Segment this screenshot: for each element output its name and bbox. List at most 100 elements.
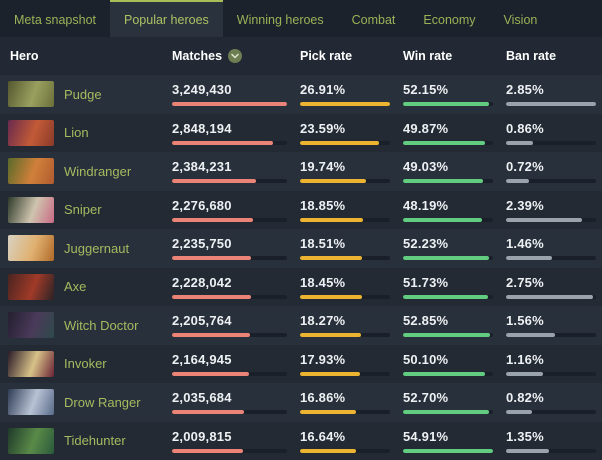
ban-rate-cell: 1.46%	[506, 236, 602, 261]
tab-meta-snapshot[interactable]: Meta snapshot	[0, 0, 110, 37]
pick-rate-value: 23.59%	[300, 120, 346, 136]
win-rate-bar-fill	[403, 256, 489, 261]
pick-rate-value: 18.85%	[300, 197, 346, 213]
pick-rate-cell: 17.93%	[300, 352, 403, 376]
ban-rate-bar-fill	[506, 294, 593, 299]
hero-name-link[interactable]: Axe	[64, 279, 87, 295]
matches-bar-track	[172, 102, 287, 107]
hero-portrait	[8, 389, 54, 416]
win-rate-value: 51.73%	[403, 274, 449, 290]
top-tab-bar: Meta snapshot Popular heroes Winning her…	[0, 0, 602, 37]
table-row[interactable]: Lion 2,848,194 23.59% 49.87% 0.86%	[0, 113, 602, 152]
win-rate-value: 54.91%	[403, 428, 449, 444]
hero-cell: Tidehunter	[8, 427, 172, 454]
pick-rate-value: 19.74%	[300, 159, 346, 175]
pick-rate-cell: 18.27%	[300, 313, 403, 338]
hero-portrait	[8, 119, 54, 146]
table-row[interactable]: Invoker 2,164,945 17.93% 50.10% 1.16%	[0, 344, 602, 383]
tab-vision[interactable]: Vision	[490, 0, 552, 37]
win-rate-bar-fill	[403, 333, 490, 338]
chevron-down-circle-icon[interactable]	[228, 49, 243, 63]
hero-portrait	[8, 273, 54, 300]
ban-rate-bar-track	[506, 410, 596, 415]
column-header-ban-rate[interactable]: Ban rate	[506, 49, 602, 63]
matches-bar-fill	[172, 371, 249, 376]
matches-value: 2,035,684	[172, 390, 232, 406]
hero-name-link[interactable]: Invoker	[64, 356, 107, 372]
hero-cell: Axe	[8, 273, 172, 300]
column-header-label: Win rate	[403, 49, 453, 63]
win-rate-bar-track	[403, 179, 493, 184]
win-rate-bar-fill	[403, 448, 493, 453]
table-row[interactable]: Pudge 3,249,430 26.91% 52.15% 2.85%	[0, 75, 602, 114]
win-rate-bar-track	[403, 333, 493, 338]
table-row[interactable]: Axe 2,228,042 18.45% 51.73% 2.75%	[0, 267, 602, 306]
hero-name-link[interactable]: Lion	[64, 125, 89, 141]
hero-portrait	[8, 235, 54, 262]
win-rate-cell: 50.10%	[403, 352, 506, 376]
chevron-down-icon	[231, 53, 239, 59]
matches-bar-fill	[172, 179, 257, 184]
win-rate-value: 49.87%	[403, 120, 449, 136]
column-header-pick-rate[interactable]: Pick rate	[300, 49, 403, 63]
ban-rate-value: 1.56%	[506, 313, 544, 329]
tab-popular-heroes[interactable]: Popular heroes	[110, 0, 223, 37]
ban-rate-bar-fill	[506, 333, 556, 338]
hero-name-link[interactable]: Juggernaut	[64, 240, 130, 256]
table-row[interactable]: Sniper 2,276,680 18.85% 48.19% 2.39%	[0, 190, 602, 229]
pick-rate-bar-track	[300, 371, 390, 376]
pick-rate-cell: 18.51%	[300, 236, 403, 261]
hero-name-link[interactable]: Drow Ranger	[64, 394, 141, 410]
table-row[interactable]: Juggernaut 2,235,750 18.51% 52.23% 1.46%	[0, 229, 602, 268]
table-row[interactable]: Tidehunter 2,009,815 16.64% 54.91% 1.35%	[0, 421, 602, 460]
table-row[interactable]: Windranger 2,384,231 19.74% 49.03% 0.72%	[0, 152, 602, 191]
tab-combat[interactable]: Combat	[338, 0, 410, 37]
ban-rate-cell: 2.85%	[506, 82, 602, 107]
win-rate-cell: 52.15%	[403, 82, 506, 107]
ban-rate-value: 0.82%	[506, 390, 544, 406]
matches-cell: 2,384,231	[172, 159, 300, 184]
pick-rate-bar-fill	[300, 410, 357, 415]
hero-name-link[interactable]: Tidehunter	[64, 433, 126, 449]
matches-bar-track	[172, 371, 287, 376]
table-row[interactable]: Witch Doctor 2,205,764 18.27% 52.85% 1.5…	[0, 306, 602, 345]
pick-rate-value: 18.45%	[300, 274, 346, 290]
pick-rate-bar-fill	[300, 294, 362, 299]
pick-rate-cell: 26.91%	[300, 82, 403, 107]
ban-rate-value: 1.46%	[506, 236, 544, 252]
win-rate-cell: 52.70%	[403, 390, 506, 415]
ban-rate-cell: 1.56%	[506, 313, 602, 338]
matches-bar-track	[172, 217, 287, 222]
hero-table-body: Pudge 3,249,430 26.91% 52.15% 2.85%	[0, 75, 602, 460]
tab-economy[interactable]: Economy	[409, 0, 489, 37]
pick-rate-cell: 19.74%	[300, 159, 403, 184]
win-rate-value: 50.10%	[403, 351, 449, 367]
ban-rate-cell: 0.82%	[506, 390, 602, 415]
hero-name-link[interactable]: Windranger	[64, 163, 132, 179]
column-header-win-rate[interactable]: Win rate	[403, 49, 506, 63]
hero-cell: Drow Ranger	[8, 389, 172, 416]
win-rate-bar-fill	[403, 371, 486, 376]
win-rate-bar-track	[403, 448, 493, 453]
matches-value: 2,164,945	[172, 351, 232, 367]
column-header-hero[interactable]: Hero	[8, 49, 172, 63]
tab-winning-heroes[interactable]: Winning heroes	[223, 0, 338, 37]
table-row[interactable]: Drow Ranger 2,035,684 16.86% 52.70% 0.82…	[0, 383, 602, 422]
ban-rate-value: 0.72%	[506, 159, 544, 175]
hero-name-link[interactable]: Sniper	[64, 202, 102, 218]
tab-label: Economy	[423, 12, 476, 27]
pick-rate-bar-track	[300, 256, 390, 261]
win-rate-bar-track	[403, 102, 493, 107]
pick-rate-bar-fill	[300, 102, 390, 107]
pick-rate-value: 16.64%	[300, 428, 346, 444]
hero-name-link[interactable]: Pudge	[64, 86, 102, 102]
win-rate-value: 52.23%	[403, 236, 449, 252]
hero-name-link[interactable]: Witch Doctor	[64, 317, 139, 333]
matches-cell: 2,235,750	[172, 236, 300, 261]
column-header-matches[interactable]: Matches	[172, 49, 300, 63]
pick-rate-bar-track	[300, 179, 390, 184]
win-rate-bar-track	[403, 294, 493, 299]
pick-rate-bar-track	[300, 333, 390, 338]
ban-rate-cell: 1.16%	[506, 352, 602, 376]
ban-rate-bar-fill	[506, 140, 534, 145]
